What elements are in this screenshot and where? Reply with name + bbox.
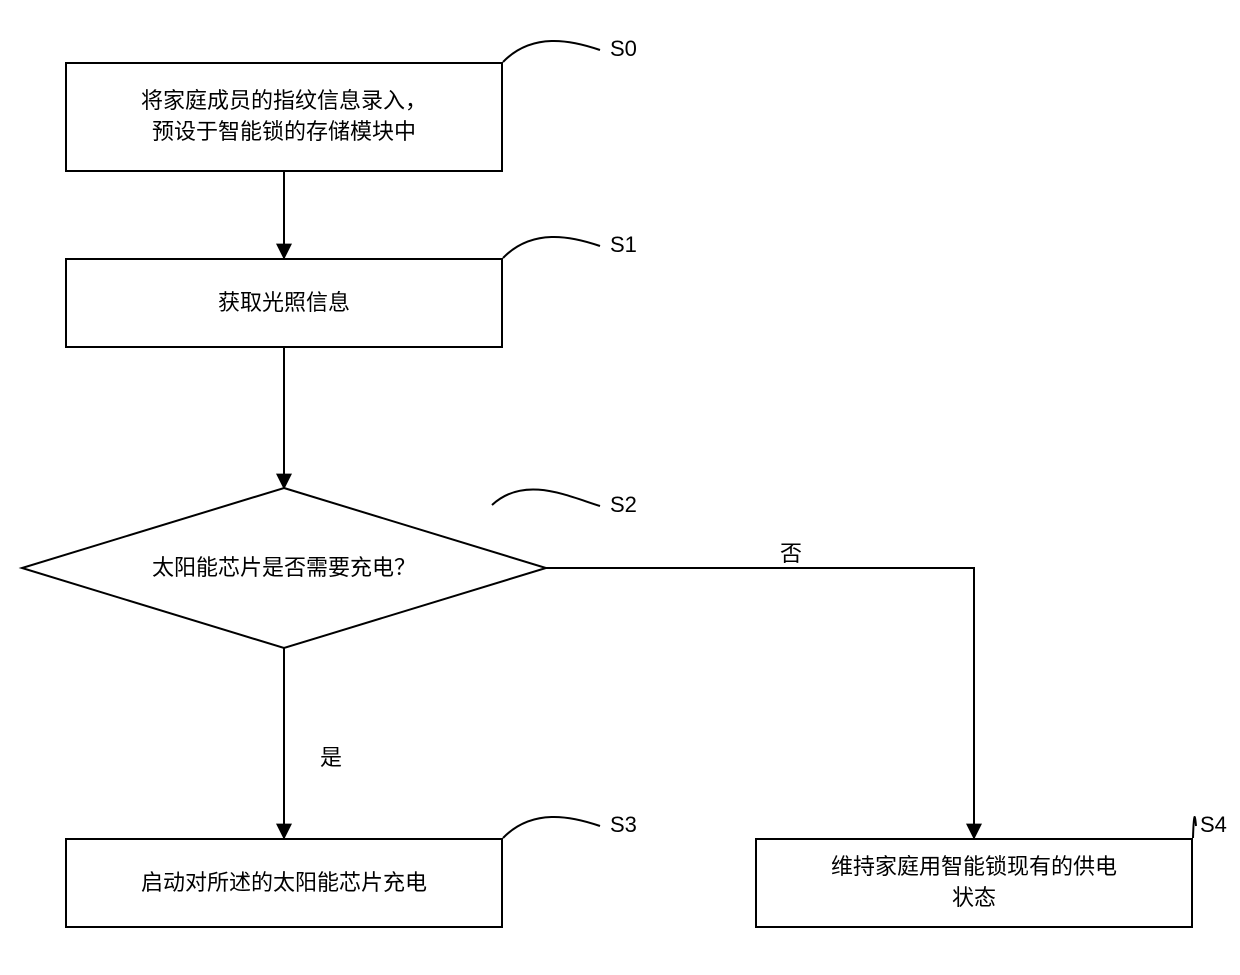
flow-node-s0-text: 将家庭成员的指纹信息录入， 预设于智能锁的存储模块中 <box>141 86 427 148</box>
flow-node-s0: 将家庭成员的指纹信息录入， 预设于智能锁的存储模块中 <box>65 62 503 172</box>
step-label-s4: S4 <box>1200 812 1227 838</box>
flow-node-s1-text: 获取光照信息 <box>218 288 350 319</box>
flow-node-s2-text: 太阳能芯片是否需要充电？ <box>152 553 416 584</box>
edge-label-no: 否 <box>780 536 802 568</box>
edge-label-yes: 是 <box>320 740 342 772</box>
flow-node-s1: 获取光照信息 <box>65 258 503 348</box>
step-label-s2: S2 <box>610 492 637 518</box>
flow-node-s4-text: 维持家庭用智能锁现有的供电 状态 <box>831 852 1117 914</box>
flow-node-s2: 太阳能芯片是否需要充电？ <box>22 488 546 648</box>
flow-node-s3-text: 启动对所述的太阳能芯片充电 <box>141 868 427 899</box>
flow-node-s4: 维持家庭用智能锁现有的供电 状态 <box>755 838 1193 928</box>
flow-node-s3: 启动对所述的太阳能芯片充电 <box>65 838 503 928</box>
step-label-s3: S3 <box>610 812 637 838</box>
step-label-s1: S1 <box>610 232 637 258</box>
step-label-s0: S0 <box>610 36 637 62</box>
